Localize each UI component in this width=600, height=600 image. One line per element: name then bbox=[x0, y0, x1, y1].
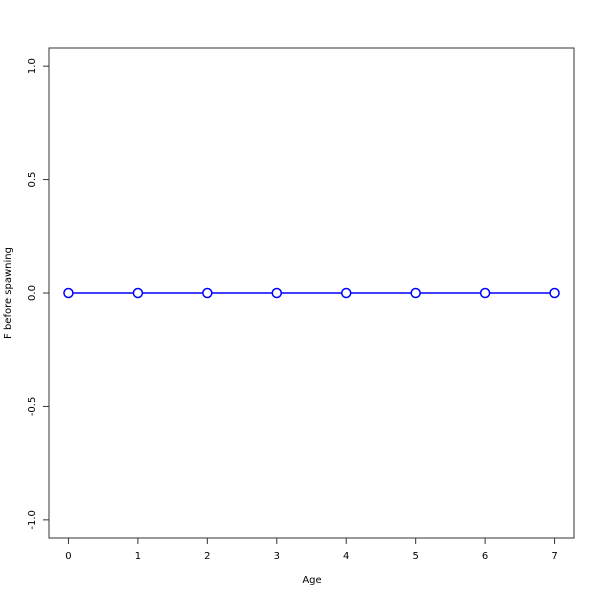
x-tick-label: 6 bbox=[482, 551, 488, 562]
x-tick-label: 2 bbox=[204, 551, 210, 562]
x-tick-label: 3 bbox=[274, 551, 280, 562]
data-point bbox=[63, 287, 74, 299]
x-tick-label: 0 bbox=[65, 551, 71, 562]
data-point bbox=[132, 287, 144, 299]
x-axis-label: Age bbox=[302, 575, 321, 586]
data-point bbox=[202, 287, 213, 299]
x-tick-label: 5 bbox=[412, 551, 418, 562]
y-tick-label: -0.5 bbox=[27, 397, 38, 417]
data-point bbox=[549, 287, 560, 299]
y-tick-label: 0.0 bbox=[27, 285, 38, 301]
data-point bbox=[479, 287, 491, 299]
x-tick-label: 4 bbox=[343, 551, 349, 562]
data-point bbox=[271, 287, 283, 299]
y-tick-label: -1.0 bbox=[27, 510, 38, 530]
y-tick-label: 1.0 bbox=[27, 58, 38, 74]
x-tick-label: 1 bbox=[135, 551, 141, 562]
y-axis-label: F before spawning bbox=[3, 247, 14, 339]
x-tick-label: 7 bbox=[551, 551, 557, 562]
data-point bbox=[340, 287, 352, 299]
data-point bbox=[410, 287, 421, 299]
y-tick-label: 0.5 bbox=[27, 172, 38, 188]
